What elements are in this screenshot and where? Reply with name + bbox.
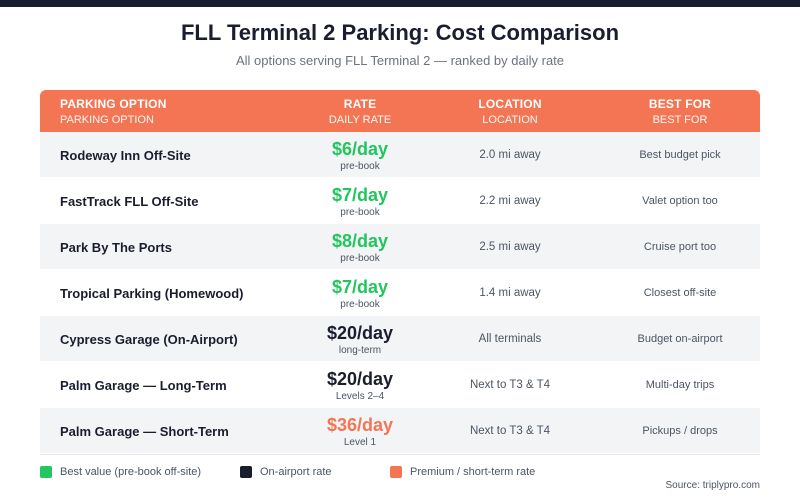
- parking-option-name: Tropical Parking (Homewood): [60, 285, 244, 301]
- source-note: Source: triplypro.com: [665, 480, 760, 491]
- rate-cell: $7/day pre-book: [280, 270, 440, 316]
- page-subtitle: All options serving FLL Terminal 2 — ran…: [235, 53, 565, 68]
- parking-option-name: Rodeway Inn Off-Site: [60, 147, 191, 163]
- location-cell: All terminals: [478, 333, 542, 345]
- table-row: Palm Garage — Short-Term $36/day Level 1…: [40, 408, 760, 454]
- parking-option-name: Palm Garage — Short-Term: [60, 423, 229, 439]
- legend: Best value (pre-book off-site) On-airpor…: [40, 466, 760, 480]
- column-header-rate: RATE DAILY RATE: [280, 97, 440, 126]
- location-cell: Next to T3 & T4: [469, 379, 551, 391]
- best-for-cell: Budget on-airport: [637, 333, 723, 345]
- rate-value: $20/day: [326, 322, 394, 343]
- table-header: PARKING OPTION PARKING OPTION RATE DAILY…: [40, 90, 760, 132]
- column-header-label: BEST FOR: [648, 97, 712, 111]
- top-bar: [0, 0, 800, 7]
- rate-value: $7/day: [331, 184, 389, 205]
- legend-swatch: [390, 466, 402, 478]
- parking-option-name: FastTrack FLL Off-Site: [60, 193, 199, 209]
- best-for-cell: Cruise port too: [643, 241, 717, 253]
- parking-option-name: Cypress Garage (On-Airport): [60, 331, 238, 347]
- location-cell: 2.0 mi away: [479, 149, 541, 161]
- best-for-cell: Closest off-site: [643, 287, 717, 299]
- legend-label: On-airport rate: [260, 466, 332, 478]
- location-cell: 2.2 mi away: [479, 195, 541, 207]
- table-row: Tropical Parking (Homewood) $7/day pre-b…: [40, 270, 760, 316]
- legend-item-premium: Premium / short-term rate: [390, 466, 535, 478]
- table-bottom-border: [40, 454, 760, 455]
- column-header-sublabel: DAILY RATE: [328, 114, 392, 126]
- rate-note: pre-book: [340, 252, 380, 264]
- legend-item-on-airport: On-airport rate: [240, 466, 332, 478]
- best-for-cell: Valet option too: [642, 195, 718, 207]
- table-row: Cypress Garage (On-Airport) $20/day long…: [40, 316, 760, 362]
- rate-value: $6/day: [331, 138, 389, 159]
- rate-note: pre-book: [340, 160, 380, 172]
- rate-cell: $8/day pre-book: [280, 224, 440, 270]
- table-body: Rodeway Inn Off-Site $6/day pre-book 2.0…: [40, 132, 760, 454]
- column-header-label: PARKING OPTION: [60, 97, 167, 111]
- rate-value: $20/day: [326, 368, 394, 389]
- legend-swatch: [40, 466, 52, 478]
- legend-label: Best value (pre-book off-site): [60, 466, 202, 478]
- rate-value: $8/day: [331, 230, 389, 251]
- column-header-sublabel: PARKING OPTION: [60, 114, 154, 126]
- best-for-cell: Pickups / drops: [642, 425, 718, 437]
- rate-note: pre-book: [340, 298, 380, 310]
- column-header-sublabel: BEST FOR: [652, 114, 708, 126]
- table-row: Rodeway Inn Off-Site $6/day pre-book 2.0…: [40, 132, 760, 178]
- table-row: Park By The Ports $8/day pre-book 2.5 mi…: [40, 224, 760, 270]
- rate-cell: $36/day Level 1: [280, 408, 440, 454]
- location-cell: 1.4 mi away: [479, 287, 541, 299]
- parking-option-name: Palm Garage — Long-Term: [60, 377, 227, 393]
- rate-value: $36/day: [326, 414, 394, 435]
- best-for-cell: Best budget pick: [639, 149, 721, 161]
- rate-note: long-term: [338, 344, 382, 356]
- rate-note: Level 1: [343, 436, 377, 448]
- rate-cell: $6/day pre-book: [280, 132, 440, 178]
- parking-table: PARKING OPTION PARKING OPTION RATE DAILY…: [40, 90, 760, 455]
- column-header-best-for: BEST FOR BEST FOR: [600, 97, 760, 126]
- location-cell: Next to T3 & T4: [469, 425, 551, 437]
- rate-note: pre-book: [340, 206, 380, 218]
- legend-label: Premium / short-term rate: [410, 466, 536, 478]
- legend-item-best-value: Best value (pre-book off-site): [40, 466, 201, 478]
- column-header-label: RATE: [343, 97, 377, 111]
- table-row: FastTrack FLL Off-Site $7/day pre-book 2…: [40, 178, 760, 224]
- rate-cell: $7/day pre-book: [280, 178, 440, 224]
- rate-cell: $20/day long-term: [280, 316, 440, 362]
- legend-swatch: [240, 466, 252, 478]
- rate-value: $7/day: [331, 276, 389, 297]
- location-cell: 2.5 mi away: [479, 241, 541, 253]
- column-header-sublabel: LOCATION: [482, 114, 538, 126]
- column-header-location: LOCATION LOCATION: [430, 97, 590, 126]
- parking-option-name: Park By The Ports: [60, 239, 172, 255]
- page-title: FLL Terminal 2 Parking: Cost Comparison: [180, 20, 620, 45]
- column-header-option: PARKING OPTION PARKING OPTION: [60, 97, 167, 126]
- rate-note: Levels 2–4: [335, 390, 385, 402]
- rate-cell: $20/day Levels 2–4: [280, 362, 440, 408]
- table-row: Palm Garage — Long-Term $20/day Levels 2…: [40, 362, 760, 408]
- best-for-cell: Multi-day trips: [645, 379, 715, 391]
- column-header-label: LOCATION: [478, 97, 542, 111]
